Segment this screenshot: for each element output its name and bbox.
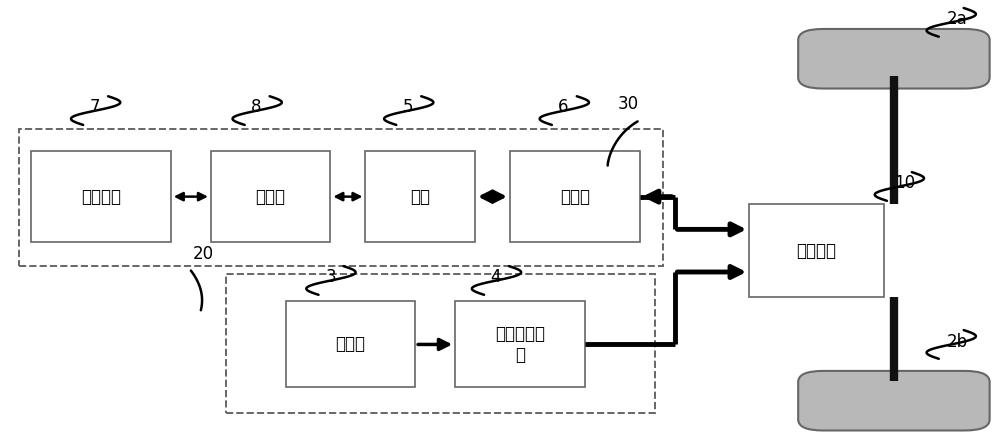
Text: 3: 3 [325, 268, 336, 286]
Bar [226, 274, 655, 412]
Text: 电机: 电机 [410, 188, 430, 206]
Bar [749, 204, 884, 297]
Text: 20: 20 [193, 245, 214, 262]
Text: 6: 6 [558, 98, 568, 116]
Bar [510, 151, 640, 242]
Text: 4: 4 [490, 268, 501, 286]
Text: 传动装置: 传动装置 [797, 242, 837, 260]
Bar [365, 151, 475, 242]
Bar [211, 151, 330, 242]
Bar [455, 301, 585, 388]
Text: 减速器: 减速器 [560, 188, 590, 206]
Text: 10: 10 [894, 174, 915, 192]
Text: 2a: 2a [947, 10, 968, 28]
Text: 8: 8 [251, 98, 261, 116]
Bar [19, 129, 663, 266]
Text: 动力电池: 动力电池 [81, 188, 121, 206]
Text: 双离合变速
器: 双离合变速 器 [495, 325, 545, 364]
Text: 30: 30 [618, 95, 639, 113]
FancyBboxPatch shape [798, 29, 990, 88]
Text: 发动机: 发动机 [335, 335, 365, 353]
Text: 2b: 2b [947, 333, 968, 351]
Bar [31, 151, 171, 242]
Text: 7: 7 [89, 98, 100, 116]
FancyBboxPatch shape [798, 371, 990, 431]
Text: 5: 5 [402, 98, 413, 116]
Bar [286, 301, 415, 388]
Text: 逆变器: 逆变器 [256, 188, 286, 206]
